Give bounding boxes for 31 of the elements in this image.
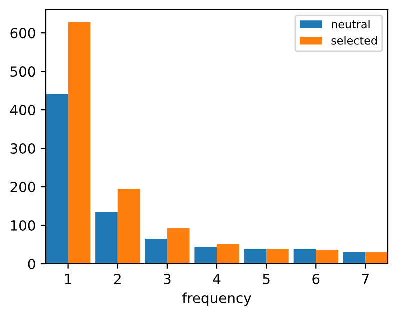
bar (366, 252, 388, 264)
legend-label: selected (332, 36, 377, 45)
bar (244, 248, 267, 264)
bar (266, 248, 289, 264)
x-tick-label: 2 (114, 274, 121, 284)
x-tick-label: 3 (164, 274, 171, 284)
bar (294, 248, 316, 264)
bar (68, 22, 91, 264)
bar (194, 247, 217, 264)
y-tick-label: 400 (10, 105, 36, 116)
x-tick-label: 4 (213, 274, 221, 284)
bar (217, 244, 240, 264)
y-tick-label: 600 (10, 28, 36, 39)
bar (46, 94, 68, 264)
bar (343, 252, 366, 264)
x-tick-label: 6 (312, 274, 320, 284)
bar (167, 228, 190, 264)
bar (118, 188, 140, 264)
bar (96, 212, 118, 264)
x-tick-label: 5 (263, 274, 270, 284)
y-tick-label: 0 (28, 258, 36, 270)
y-tick-label: 100 (11, 220, 36, 231)
x-tick-label: 1 (65, 274, 72, 284)
y-tick-label: 300 (10, 144, 36, 154)
bar (145, 238, 168, 264)
x-axis-title: frequency (182, 292, 252, 306)
x-tick-label: 7 (362, 274, 369, 284)
y-tick-label: 200 (10, 182, 36, 193)
legend-label: neutral (332, 20, 370, 29)
y-tick-label: 500 (10, 66, 36, 78)
bar (316, 250, 338, 264)
